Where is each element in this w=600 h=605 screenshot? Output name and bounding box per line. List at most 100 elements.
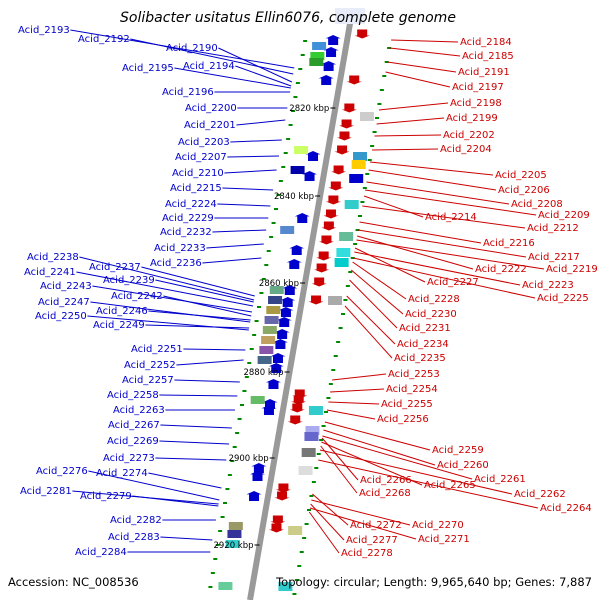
gene-label-reverse[interactable]: Acid_2265	[424, 480, 476, 491]
gene-label-forward[interactable]: Acid_2249	[93, 320, 145, 331]
gene-label-reverse[interactable]: Acid_2272	[350, 520, 402, 531]
gene-label-reverse[interactable]: Acid_2219	[546, 264, 598, 275]
forward-gene-arrow	[276, 317, 292, 327]
forward-gene-arrow	[250, 471, 266, 481]
gene-label-reverse[interactable]: Acid_2228	[408, 294, 460, 305]
gene-label-forward[interactable]: Acid_2210	[172, 168, 224, 179]
gene-label-forward[interactable]: Acid_2243	[40, 281, 92, 292]
gene-label-reverse[interactable]: Acid_2235	[394, 353, 446, 364]
gene-label-reverse[interactable]: Acid_2262	[514, 489, 566, 500]
gene-marker	[237, 418, 242, 420]
gene-label-forward[interactable]: Acid_2215	[170, 183, 222, 194]
gene-label-reverse[interactable]: Acid_2278	[341, 548, 393, 559]
gene-label-reverse[interactable]: Acid_2227	[427, 277, 479, 288]
gene-block	[339, 232, 354, 241]
gene-label-reverse[interactable]: Acid_2254	[386, 384, 438, 395]
gene-label-forward[interactable]: Acid_2194	[183, 61, 235, 72]
gene-label-forward[interactable]: Acid_2281	[20, 486, 72, 497]
gene-label-reverse[interactable]: Acid_2208	[511, 199, 563, 210]
gene-label-forward[interactable]: Acid_2257	[122, 375, 174, 386]
gene-label-forward[interactable]: Acid_2273	[103, 453, 155, 464]
gene-label-forward[interactable]: Acid_2237	[89, 262, 141, 273]
gene-label-forward[interactable]: Acid_2224	[165, 199, 217, 210]
gene-marker	[230, 460, 235, 462]
gene-label-forward[interactable]: Acid_2282	[110, 515, 162, 526]
gene-label-reverse[interactable]: Acid_2253	[388, 369, 440, 380]
gene-marker	[215, 544, 220, 546]
gene-marker	[304, 523, 309, 525]
forward-gene-arrow	[282, 285, 298, 295]
gene-label-forward[interactable]: Acid_2242	[111, 291, 163, 302]
gene-label-forward[interactable]: Acid_2258	[107, 390, 159, 401]
gene-label-reverse[interactable]: Acid_2217	[528, 252, 580, 263]
gene-marker	[382, 75, 387, 77]
gene-label-forward[interactable]: Acid_2252	[124, 360, 176, 371]
gene-label-forward[interactable]: Acid_2279	[80, 491, 132, 502]
gene-label-forward[interactable]: Acid_2190	[166, 43, 218, 54]
gene-label-forward[interactable]: Acid_2200	[185, 103, 237, 114]
gene-label-forward[interactable]: Acid_2233	[154, 243, 206, 254]
gene-label-reverse[interactable]: Acid_2222	[475, 264, 527, 275]
gene-label-forward[interactable]: Acid_2251	[131, 344, 183, 355]
gene-marker	[362, 187, 367, 189]
gene-label-forward[interactable]: Acid_2284	[75, 547, 127, 558]
gene-label-forward[interactable]: Acid_2241	[24, 267, 76, 278]
gene-label-forward[interactable]: Acid_2267	[108, 420, 160, 431]
gene-label-forward[interactable]: Acid_2236	[150, 258, 202, 269]
gene-label-reverse[interactable]: Acid_2223	[522, 280, 574, 291]
gene-label-reverse[interactable]: Acid_2198	[450, 98, 502, 109]
gene-label-reverse[interactable]: Acid_2234	[397, 339, 449, 350]
gene-label-forward[interactable]: Acid_2276	[36, 466, 88, 477]
gene-label-forward[interactable]: Acid_2201	[184, 120, 236, 131]
gene-label-reverse[interactable]: Acid_2255	[381, 399, 433, 410]
gene-label-forward[interactable]: Acid_2193	[18, 25, 70, 36]
gene-label-forward[interactable]: Acid_2269	[107, 436, 159, 447]
gene-label-reverse[interactable]: Acid_2216	[483, 238, 535, 249]
gene-label-forward[interactable]: Acid_2203	[178, 137, 230, 148]
reverse-gene-arrow	[289, 403, 305, 413]
gene-label-reverse[interactable]: Acid_2225	[537, 293, 589, 304]
gene-label-forward[interactable]: Acid_2239	[103, 275, 155, 286]
gene-label-forward[interactable]: Acid_2250	[35, 311, 87, 322]
reverse-gene-arrow	[341, 103, 357, 113]
gene-label-reverse[interactable]: Acid_2205	[495, 170, 547, 181]
gene-label-forward[interactable]: Acid_2207	[175, 152, 227, 163]
gene-label-reverse[interactable]: Acid_2209	[538, 210, 590, 221]
gene-label-forward[interactable]: Acid_2196	[162, 87, 214, 98]
gene-label-reverse[interactable]: Acid_2264	[540, 503, 592, 514]
leader-line-reverse	[385, 71, 451, 88]
gene-label-reverse[interactable]: Acid_2268	[359, 488, 411, 499]
gene-label-reverse[interactable]: Acid_2259	[432, 445, 484, 456]
gene-label-reverse[interactable]: Acid_2206	[498, 185, 550, 196]
leader-line-reverse	[321, 441, 423, 486]
gene-label-reverse[interactable]: Acid_2231	[399, 323, 451, 334]
gene-label-forward[interactable]: Acid_2229	[162, 213, 214, 224]
gene-label-reverse[interactable]: Acid_2185	[462, 51, 514, 62]
gene-label-reverse[interactable]: Acid_2270	[412, 520, 464, 531]
gene-label-forward[interactable]: Acid_2246	[96, 306, 148, 317]
gene-label-forward[interactable]: Acid_2283	[108, 532, 160, 543]
gene-label-forward[interactable]: Acid_2232	[160, 227, 212, 238]
gene-label-reverse[interactable]: Acid_2277	[346, 535, 398, 546]
gene-label-forward[interactable]: Acid_2192	[78, 34, 130, 45]
gene-label-reverse[interactable]: Acid_2204	[440, 144, 492, 155]
gene-label-forward[interactable]: Acid_2195	[122, 63, 174, 74]
gene-label-reverse[interactable]: Acid_2197	[452, 82, 504, 93]
gene-label-reverse[interactable]: Acid_2256	[377, 414, 429, 425]
gene-label-reverse[interactable]: Acid_2260	[437, 460, 489, 471]
gene-label-forward[interactable]: Acid_2247	[38, 297, 90, 308]
gene-label-reverse[interactable]: Acid_2271	[418, 534, 470, 545]
gene-label-forward[interactable]: Acid_2238	[27, 252, 79, 263]
gene-label-reverse[interactable]: Acid_2261	[474, 474, 526, 485]
gene-label-reverse[interactable]: Acid_2199	[446, 113, 498, 124]
gene-label-reverse[interactable]: Acid_2202	[443, 130, 495, 141]
gene-label-reverse[interactable]: Acid_2191	[458, 67, 510, 78]
gene-label-reverse[interactable]: Acid_2214	[425, 212, 477, 223]
gene-label-reverse[interactable]: Acid_2212	[527, 223, 579, 234]
gene-label-reverse[interactable]: Acid_2184	[460, 37, 512, 48]
gene-marker	[319, 439, 324, 441]
gene-label-forward[interactable]: Acid_2274	[96, 468, 148, 479]
gene-label-reverse[interactable]: Acid_2230	[405, 309, 457, 320]
gene-label-reverse[interactable]: Acid_2266	[360, 475, 412, 486]
gene-label-forward[interactable]: Acid_2263	[113, 405, 165, 416]
